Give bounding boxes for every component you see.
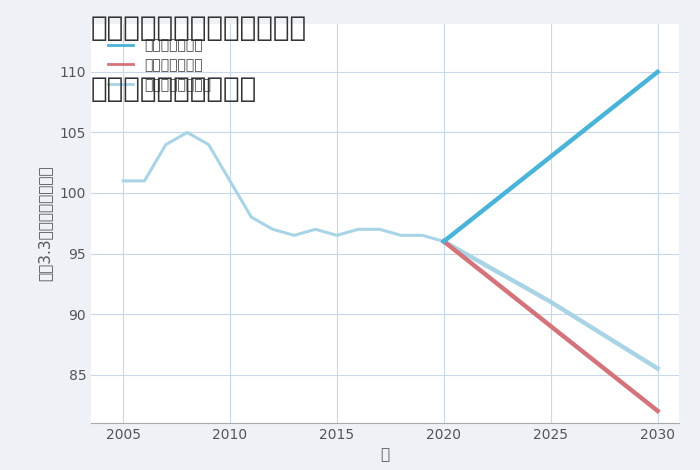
Text: 愛知県稲沢市稲島法成寺町の: 愛知県稲沢市稲島法成寺町の	[91, 14, 307, 42]
Y-axis label: 坪（3.3㎡）単価（万円）: 坪（3.3㎡）単価（万円）	[38, 165, 52, 281]
Line: ノーマルシナリオ: ノーマルシナリオ	[444, 242, 657, 368]
ノーマルシナリオ	[440, 239, 448, 244]
ノーマルシナリオ	[547, 299, 555, 305]
Line: グッドシナリオ: グッドシナリオ	[444, 72, 657, 242]
Line: バッドシナリオ: バッドシナリオ	[444, 242, 657, 411]
バッドシナリオ	[547, 323, 555, 329]
X-axis label: 年: 年	[380, 447, 390, 462]
グッドシナリオ	[440, 239, 448, 244]
グッドシナリオ	[547, 154, 555, 159]
Text: 中古戸建ての価格推移: 中古戸建ての価格推移	[91, 75, 258, 103]
Legend: グッドシナリオ, バッドシナリオ, ノーマルシナリオ: グッドシナリオ, バッドシナリオ, ノーマルシナリオ	[104, 34, 216, 96]
バッドシナリオ	[653, 408, 662, 414]
グッドシナリオ	[653, 69, 662, 75]
ノーマルシナリオ	[653, 366, 662, 371]
バッドシナリオ	[440, 239, 448, 244]
